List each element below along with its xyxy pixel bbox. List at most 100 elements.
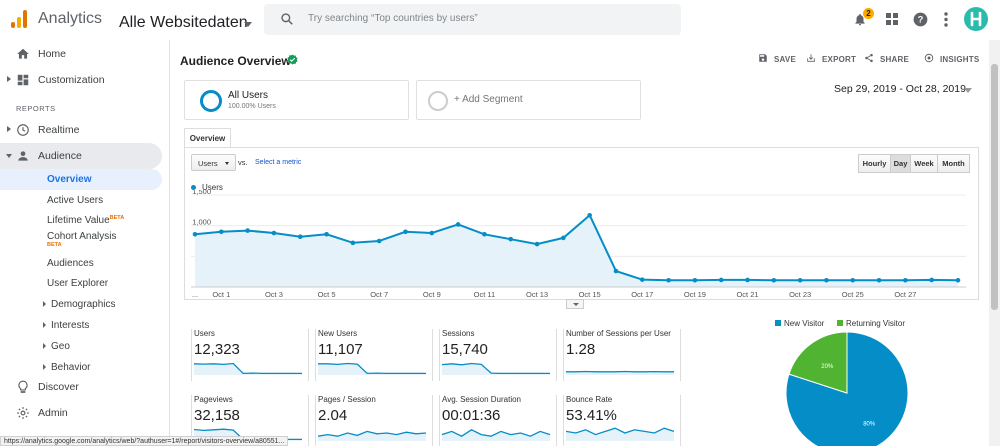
sidebar-item-lifetime-value[interactable]: Lifetime ValueBETA	[0, 210, 162, 231]
data-point[interactable]	[482, 231, 487, 237]
period-week-button[interactable]: Week	[910, 154, 938, 173]
expand-arrow-icon[interactable]	[7, 76, 11, 82]
data-point[interactable]	[903, 277, 908, 283]
avatar[interactable]	[964, 7, 988, 31]
data-point[interactable]	[192, 231, 198, 237]
data-point[interactable]	[324, 231, 329, 237]
data-point[interactable]	[955, 277, 961, 283]
data-point[interactable]	[666, 277, 671, 283]
property-selector[interactable]: Alle Websitedaten	[119, 14, 248, 31]
bell-icon[interactable]	[853, 12, 867, 27]
expand-arrow-icon[interactable]	[7, 126, 11, 132]
data-point[interactable]	[876, 277, 882, 283]
collapse-chart-button[interactable]	[566, 299, 584, 309]
data-point[interactable]	[929, 277, 934, 283]
page-scrollbar[interactable]	[989, 40, 1000, 446]
sidebar-item-active-users[interactable]: Active Users	[0, 190, 162, 211]
expand-arrow-icon[interactable]	[43, 301, 46, 307]
data-point[interactable]	[824, 277, 829, 283]
period-month-button[interactable]: Month	[937, 154, 970, 173]
select-metric-link[interactable]: Select a metric	[255, 159, 302, 166]
data-point[interactable]	[745, 277, 750, 283]
sparkline-area	[442, 429, 550, 441]
sidebar-item-interests[interactable]: Interests	[0, 315, 162, 336]
expand-arrow-icon[interactable]	[43, 322, 46, 328]
collapse-arrow-icon[interactable]	[6, 154, 12, 158]
data-point[interactable]	[587, 212, 592, 218]
kpi-tile[interactable]: New Users 11,107	[315, 329, 433, 381]
data-point[interactable]	[771, 277, 777, 283]
sidebar-item-discover[interactable]: Discover	[0, 374, 162, 400]
export-button[interactable]: EXPORT	[807, 54, 857, 64]
caret-down-icon[interactable]	[964, 88, 972, 93]
sidebar-item-admin[interactable]: Admin	[0, 400, 162, 426]
sidebar-item-cohort-analysis[interactable]: Cohort Analysis BETA	[0, 229, 162, 253]
kpi-sparkline	[566, 370, 674, 375]
kpi-tile[interactable]: Number of Sessions per User 1.28	[563, 329, 681, 381]
sidebar-subitem-label: User Explorer	[47, 278, 109, 289]
data-point[interactable]	[561, 235, 566, 241]
caret-down-icon[interactable]	[244, 22, 252, 27]
kpi-label: Avg. Session Duration	[442, 395, 522, 404]
sidebar-item-behavior[interactable]: Behavior	[0, 357, 162, 378]
data-point[interactable]	[508, 236, 514, 242]
insights-button[interactable]: INSIGHTS	[924, 53, 979, 64]
period-hourly-button[interactable]: Hourly	[858, 154, 891, 173]
data-point[interactable]	[271, 230, 277, 236]
kpi-tile[interactable]: Pages / Session 2.04	[315, 395, 433, 446]
visitor-type-pie-chart[interactable]: 80% 20%	[785, 331, 909, 446]
sidebar-item-customization[interactable]: Customization	[0, 67, 162, 93]
apps-grid-icon[interactable]	[886, 13, 898, 25]
period-day-button[interactable]: Day	[890, 154, 911, 173]
sidebar-item-overview[interactable]: Overview	[0, 169, 162, 190]
pie-slice[interactable]	[788, 331, 848, 394]
kpi-tile[interactable]: Bounce Rate 53.41%	[563, 395, 681, 446]
data-point[interactable]	[692, 277, 698, 283]
sidebar-item-user-explorer[interactable]: User Explorer	[0, 273, 162, 294]
data-point[interactable]	[350, 240, 356, 246]
kpi-tile[interactable]: Users 12,323	[191, 329, 309, 381]
data-point[interactable]	[376, 238, 382, 244]
sidebar-item-realtime[interactable]: Realtime	[0, 117, 162, 143]
search-bar[interactable]: Try searching “Top countries by users”	[264, 4, 681, 35]
x-tick-label: Oct 21	[736, 290, 758, 299]
data-point[interactable]	[534, 241, 540, 247]
data-point[interactable]	[797, 277, 803, 283]
tab-overview[interactable]: Overview	[184, 128, 231, 148]
sidebar-item-label: Customization	[38, 74, 105, 86]
sidebar-item-geo[interactable]: Geo	[0, 336, 162, 357]
more-vert-icon[interactable]	[944, 12, 948, 27]
expand-arrow-icon[interactable]	[43, 364, 46, 370]
help-icon[interactable]: ?	[913, 12, 928, 27]
sidebar-item-audience[interactable]: Audience	[0, 143, 162, 169]
data-point[interactable]	[297, 234, 303, 240]
data-point[interactable]	[429, 230, 435, 236]
data-point[interactable]	[639, 277, 645, 282]
sidebar-item-demographics[interactable]: Demographics	[0, 294, 162, 315]
data-point[interactable]	[850, 277, 856, 283]
sidebar-item-audiences[interactable]: Audiences	[0, 253, 162, 274]
kpi-tile[interactable]: Avg. Session Duration 00:01:36	[439, 395, 557, 446]
metric-select[interactable]: Users	[191, 154, 236, 171]
date-range-picker[interactable]: Sep 29, 2019 - Oct 28, 2019	[834, 83, 966, 95]
save-button[interactable]: SAVE	[759, 54, 796, 64]
scrollbar-thumb[interactable]	[991, 64, 998, 310]
data-point[interactable]	[219, 229, 224, 235]
share-icon	[865, 53, 873, 63]
sidebar-item-home[interactable]: Home	[0, 41, 162, 67]
kpi-tile[interactable]: Sessions 15,740	[439, 329, 557, 381]
share-button[interactable]: SHARE	[865, 53, 909, 64]
segment-all-users[interactable]: All Users 100.00% Users	[184, 80, 409, 120]
data-point[interactable]	[718, 277, 724, 283]
sidebar: Home Customization REPORTS Realtime Audi…	[0, 40, 170, 446]
data-point[interactable]	[455, 222, 461, 227]
data-point[interactable]	[245, 228, 250, 233]
expand-arrow-icon[interactable]	[43, 343, 46, 349]
add-segment-button[interactable]: + Add Segment	[416, 80, 641, 120]
kpi-sparkline	[194, 362, 302, 375]
data-point[interactable]	[613, 268, 619, 274]
export-label: EXPORT	[822, 55, 857, 64]
analytics-logo-icon[interactable]	[11, 10, 27, 28]
data-point[interactable]	[403, 229, 408, 235]
